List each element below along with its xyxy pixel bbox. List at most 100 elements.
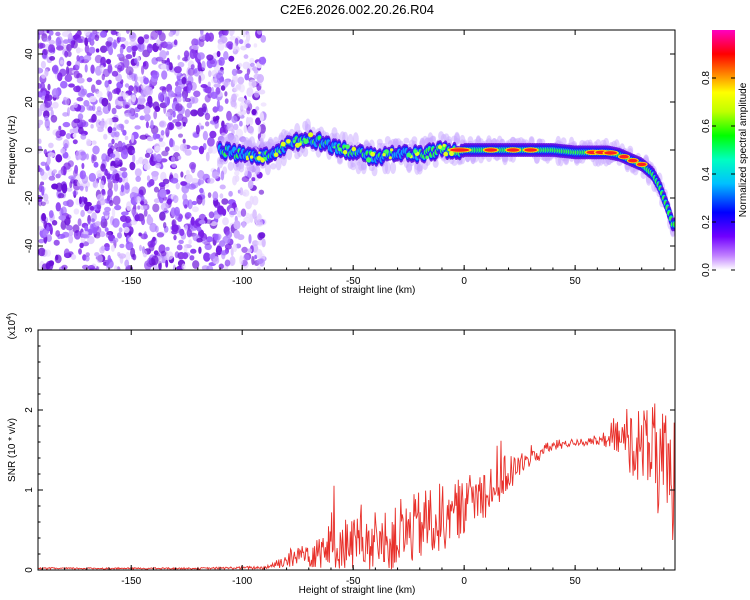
noise-blob bbox=[208, 70, 212, 78]
noise-blob bbox=[209, 130, 217, 139]
noise-blob bbox=[163, 222, 167, 229]
noise-blob bbox=[219, 193, 224, 199]
noise-blob bbox=[137, 42, 145, 52]
hot-spot bbox=[628, 158, 638, 163]
noise-blob bbox=[75, 47, 81, 54]
noise-blob bbox=[208, 211, 215, 219]
noise-blob bbox=[75, 198, 80, 206]
noise-blob bbox=[60, 206, 67, 216]
noise-blob bbox=[196, 237, 203, 243]
ridge-halo bbox=[350, 162, 357, 171]
noise-blob bbox=[100, 120, 105, 130]
noise-blob bbox=[252, 209, 257, 220]
noise-blob bbox=[212, 191, 219, 201]
ridge-speck bbox=[302, 137, 306, 141]
noise-blob bbox=[150, 119, 154, 129]
noise-blob bbox=[96, 194, 105, 202]
ridge-speck bbox=[278, 150, 281, 153]
noise-blob bbox=[38, 82, 42, 89]
noise-blob bbox=[108, 46, 114, 56]
spec-x-tick-label: -150 bbox=[121, 276, 141, 287]
noise-blob bbox=[260, 35, 267, 43]
noise-blob bbox=[224, 91, 228, 97]
noise-blob bbox=[171, 156, 176, 163]
noise-blob bbox=[177, 61, 185, 68]
noise-blob bbox=[216, 244, 222, 255]
noise-blob bbox=[175, 182, 180, 190]
noise-blob bbox=[111, 138, 115, 145]
noise-blob bbox=[172, 195, 179, 204]
noise-blob bbox=[239, 39, 244, 45]
noise-blob bbox=[181, 77, 187, 85]
noise-blob bbox=[198, 75, 202, 84]
colorbar-tick-label: 0.6 bbox=[701, 119, 712, 133]
noise-blob bbox=[258, 189, 265, 195]
noise-blob bbox=[64, 50, 69, 58]
noise-blob bbox=[137, 205, 141, 210]
noise-blob bbox=[72, 190, 79, 196]
noise-blob bbox=[43, 149, 48, 155]
noise-blob bbox=[220, 85, 226, 91]
noise-blob bbox=[107, 126, 113, 134]
noise-blob bbox=[243, 254, 250, 261]
noise-blob bbox=[241, 176, 250, 183]
noise-blob bbox=[224, 227, 230, 237]
noise-blob bbox=[146, 136, 154, 142]
noise-blob bbox=[119, 243, 125, 249]
noise-blob bbox=[226, 110, 232, 121]
noise-blob bbox=[120, 184, 125, 193]
noise-blob bbox=[246, 68, 251, 75]
noise-blob bbox=[165, 112, 171, 117]
noise-blob bbox=[112, 127, 117, 132]
noise-blob bbox=[237, 111, 243, 117]
snr-plot-area bbox=[38, 403, 675, 570]
ridge-speck bbox=[280, 141, 286, 147]
noise-blob bbox=[106, 173, 111, 180]
noise-blob bbox=[239, 120, 243, 127]
noise-blob bbox=[88, 46, 96, 54]
noise-blob bbox=[61, 231, 70, 238]
noise-blob bbox=[137, 36, 145, 45]
noise-blob bbox=[134, 168, 142, 177]
noise-blob bbox=[182, 143, 188, 153]
noise-blob bbox=[118, 227, 123, 233]
noise-blob bbox=[119, 46, 124, 55]
noise-blob bbox=[220, 250, 228, 256]
noise-blob bbox=[191, 178, 199, 183]
noise-blob bbox=[196, 226, 202, 232]
noise-blob bbox=[165, 127, 170, 137]
noise-blob bbox=[248, 79, 257, 89]
spec-y-tick-label: -20 bbox=[24, 190, 35, 205]
noise-blob bbox=[114, 265, 118, 270]
colorbar: 0.0 0.2 0.4 0.6 0.8 Normalized spectral ampl… bbox=[701, 30, 749, 277]
noise-blob bbox=[124, 40, 129, 47]
noise-blob bbox=[221, 132, 226, 137]
noise-blob bbox=[112, 195, 121, 206]
ridge-speck bbox=[333, 146, 336, 149]
noise-blob bbox=[100, 65, 105, 73]
noise-blob bbox=[114, 157, 121, 165]
noise-blob bbox=[205, 32, 210, 42]
noise-blob bbox=[256, 74, 264, 83]
noise-blob bbox=[239, 255, 244, 265]
noise-blob bbox=[161, 59, 167, 64]
colorbar-gradient bbox=[712, 30, 735, 270]
noise-blob bbox=[89, 267, 98, 270]
noise-blob bbox=[69, 128, 75, 134]
noise-blob bbox=[91, 84, 96, 94]
noise-blob bbox=[182, 138, 186, 144]
spec-y-tick-label: 40 bbox=[24, 48, 35, 60]
noise-blob bbox=[247, 248, 253, 253]
noise-blob bbox=[38, 165, 41, 173]
noise-blob bbox=[149, 222, 157, 233]
noise-blob bbox=[187, 84, 192, 94]
noise-blob bbox=[143, 86, 151, 96]
noise-blob bbox=[124, 83, 130, 88]
noise-blob bbox=[232, 42, 237, 52]
noise-blob bbox=[242, 189, 250, 197]
noise-blob bbox=[71, 119, 78, 129]
ridge-speck bbox=[384, 149, 389, 154]
snr-x-label: Height of straight line (km) bbox=[299, 585, 416, 596]
noise-blob bbox=[55, 202, 61, 212]
noise-blob bbox=[232, 76, 238, 85]
